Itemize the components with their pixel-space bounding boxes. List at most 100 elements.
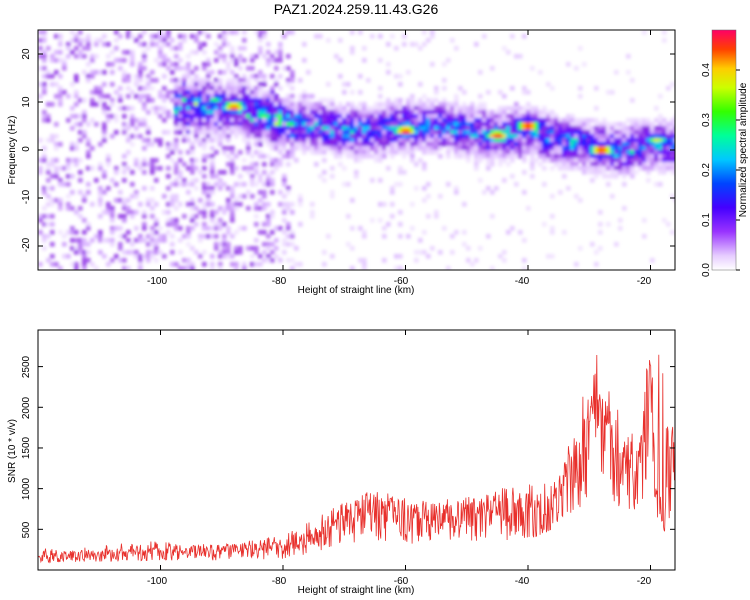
heatmap-cell [370, 154, 375, 159]
heatmap-cell [298, 106, 303, 111]
heatmap-cell [378, 146, 383, 151]
heatmap-cell [206, 126, 211, 131]
heatmap-cell [142, 118, 147, 123]
heatmap-cell [642, 150, 647, 155]
heatmap-cell [174, 198, 179, 203]
heatmap-cell [62, 182, 67, 187]
heatmap-cell [442, 134, 447, 139]
heatmap-cell [98, 90, 103, 95]
heatmap-cell [270, 134, 275, 139]
heatmap-cell [258, 34, 263, 39]
heatmap-cell [262, 78, 267, 83]
top-ytick-label: 20 [21, 48, 32, 60]
heatmap-cell [434, 150, 439, 155]
heatmap-cell [270, 90, 275, 95]
heatmap-cell [294, 130, 299, 135]
heatmap-cell [142, 214, 147, 219]
heatmap-cell [66, 166, 71, 171]
heatmap-cell [650, 258, 655, 263]
heatmap-cell [594, 122, 599, 127]
heatmap-cell [646, 130, 651, 135]
heatmap-cell [226, 106, 231, 111]
heatmap-cell [518, 230, 523, 235]
heatmap-cell [466, 138, 471, 143]
heatmap-cell [230, 114, 235, 119]
heatmap-cell [354, 158, 359, 163]
heatmap-cell [282, 194, 287, 199]
heatmap-cell [646, 126, 651, 131]
heatmap-cell [446, 122, 451, 127]
heatmap-cell [190, 102, 195, 107]
heatmap-cell [598, 134, 603, 139]
heatmap-cell [174, 162, 179, 167]
heatmap-cell [346, 150, 351, 155]
heatmap-cell [618, 126, 623, 131]
heatmap-cell [322, 110, 327, 115]
heatmap-cell [62, 66, 67, 71]
heatmap-cell [162, 42, 167, 47]
heatmap-cell [402, 106, 407, 111]
heatmap-cell [82, 218, 87, 223]
heatmap-cell [210, 146, 215, 151]
heatmap-cell [42, 34, 47, 39]
heatmap-cell [226, 42, 231, 47]
heatmap-cell [638, 126, 643, 131]
heatmap-cell [470, 130, 475, 135]
heatmap-cell [230, 234, 235, 239]
heatmap-cell [530, 110, 535, 115]
heatmap-cell [606, 90, 611, 95]
heatmap-cell [226, 122, 231, 127]
heatmap-cell [382, 258, 387, 263]
heatmap-cell [210, 138, 215, 143]
heatmap-cell [610, 150, 615, 155]
heatmap-cell [282, 106, 287, 111]
heatmap-cell [410, 146, 415, 151]
heatmap-cell [250, 118, 255, 123]
heatmap-cell [162, 94, 167, 99]
heatmap-cell [98, 70, 103, 75]
heatmap-cell [314, 150, 319, 155]
heatmap-cell [594, 86, 599, 91]
figure-title: PAZ1.2024.259.11.43.G26 [274, 1, 439, 17]
heatmap-cell [346, 134, 351, 139]
heatmap-cell [666, 126, 671, 131]
heatmap-cell [318, 122, 323, 127]
heatmap-cell [542, 106, 547, 111]
heatmap-cell [474, 110, 479, 115]
heatmap-cell [166, 186, 171, 191]
heatmap-cell [130, 250, 135, 255]
heatmap-cell [514, 118, 519, 123]
heatmap-cell [54, 122, 59, 127]
heatmap-cell [586, 150, 591, 155]
heatmap-cell [230, 30, 235, 35]
heatmap-cell [222, 58, 227, 63]
heatmap-cell [346, 130, 351, 135]
heatmap-cell [202, 158, 207, 163]
heatmap-cell [566, 146, 571, 151]
heatmap-cell [522, 158, 527, 163]
heatmap-cell [630, 166, 635, 171]
top-xaxis-label: Height of straight line (km) [298, 285, 415, 296]
heatmap-cell [482, 126, 487, 131]
heatmap-cell [542, 114, 547, 119]
heatmap-cell [62, 254, 67, 259]
heatmap-cell [310, 106, 315, 111]
heatmap-cell [478, 126, 483, 131]
heatmap-cell [58, 98, 63, 103]
heatmap-cell [414, 130, 419, 135]
heatmap-cell [270, 190, 275, 195]
heatmap-cell [210, 70, 215, 75]
heatmap-cell [334, 118, 339, 123]
heatmap-cell [446, 134, 451, 139]
heatmap-cell [578, 126, 583, 131]
heatmap-cell [154, 42, 159, 47]
heatmap-cell [218, 106, 223, 111]
heatmap-cell [494, 110, 499, 115]
heatmap-cell [434, 106, 439, 111]
heatmap-cell [342, 110, 347, 115]
heatmap-cell [150, 158, 155, 163]
heatmap-cell [98, 94, 103, 99]
bottom-yaxis-label: SNR (10 * v/v) [7, 419, 18, 483]
heatmap-cell [550, 194, 555, 199]
heatmap-cell [402, 118, 407, 123]
